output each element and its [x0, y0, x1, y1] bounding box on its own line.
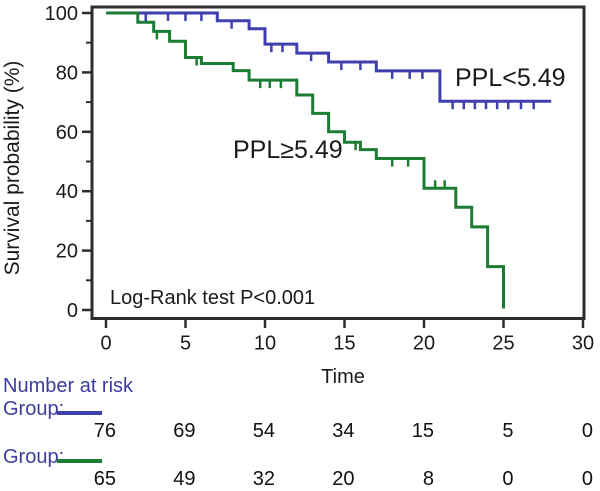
- x-tick-label: 25: [492, 333, 514, 355]
- risk-count: 0: [581, 420, 593, 442]
- survival-curve-high: [106, 11, 505, 309]
- x-tick-label: 10: [254, 333, 276, 355]
- risk-count: 20: [332, 468, 355, 490]
- risk-group-1-line-swatch: [57, 411, 102, 415]
- risk-count: 8: [422, 468, 434, 490]
- risk-count: 65: [93, 468, 116, 490]
- y-tick-label: 0: [67, 300, 78, 322]
- y-axis-title: Survival probability (%): [1, 60, 25, 276]
- y-tick-label: 40: [56, 181, 78, 203]
- risk-count: 76: [93, 420, 116, 442]
- x-tick-label: 20: [413, 333, 435, 355]
- risk-group-2-label: Group:: [3, 446, 65, 468]
- risk-count: 0: [502, 468, 514, 490]
- risk-group-1-label: Group:: [3, 398, 65, 420]
- x-tick-label: 30: [572, 333, 594, 355]
- risk-group-2-line-swatch: [57, 459, 102, 463]
- risk-count: 15: [411, 420, 434, 442]
- risk-count: 69: [173, 420, 196, 442]
- risk-count: 34: [332, 420, 355, 442]
- y-tick-label: 80: [56, 62, 78, 84]
- survival-curve-low: [106, 11, 552, 103]
- curve-label-ppl-ge-549: PPL≥5.49: [233, 136, 343, 164]
- curve-label-ppl-lt-549: PPL<5.49: [455, 64, 566, 92]
- risk-count: 32: [252, 468, 275, 490]
- logrank-annotation: Log-Rank test P<0.001: [110, 287, 316, 309]
- risk-count: 54: [252, 420, 275, 442]
- x-axis-title: Time: [321, 366, 365, 388]
- risk-count: 5: [502, 420, 514, 442]
- x-tick-label: 5: [180, 333, 191, 355]
- plot-frame: [90, 5, 586, 320]
- x-tick-label: 0: [100, 333, 111, 355]
- number-at-risk-title: Number at risk: [3, 375, 134, 397]
- y-tick-label: 60: [56, 122, 78, 144]
- risk-count: 49: [173, 468, 196, 490]
- y-tick-label: 100: [45, 3, 78, 25]
- risk-count: 0: [581, 468, 593, 490]
- x-tick-label: 15: [333, 333, 355, 355]
- y-tick-label: 20: [56, 241, 78, 263]
